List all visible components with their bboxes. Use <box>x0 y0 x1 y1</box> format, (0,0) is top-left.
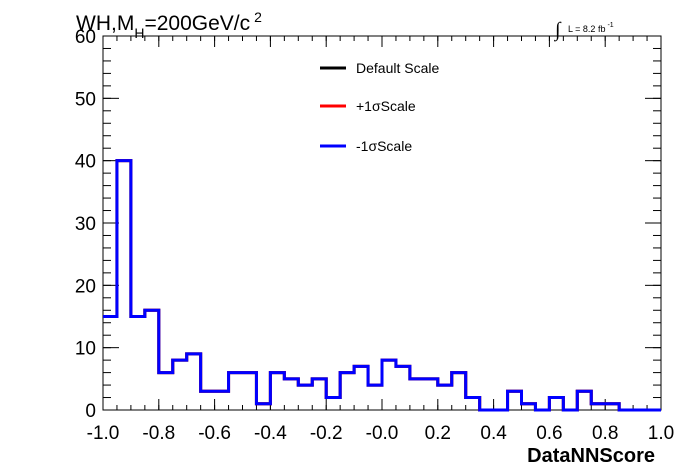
x-tick-label: 1.0 <box>648 423 674 444</box>
y-tick-label: 20 <box>75 276 96 297</box>
x-tick-label: 0.6 <box>536 423 562 444</box>
x-tick-label: 0.8 <box>592 423 618 444</box>
x-tick-label: 0.2 <box>425 423 451 444</box>
y-tick-label: 50 <box>75 89 96 110</box>
legend-label: +1σScale <box>356 98 416 114</box>
x-tick-label: -0.6 <box>198 423 231 444</box>
y-tick-label: 0 <box>85 401 96 422</box>
y-tick-label: 30 <box>75 214 96 235</box>
legend: Default Scale +1σScale -1σScale <box>320 60 439 154</box>
y-tick-labels: 0 10 20 30 40 50 60 <box>75 27 96 422</box>
x-tick-label: 0.4 <box>480 423 507 444</box>
x-tick-label: -1.0 <box>87 423 120 444</box>
x-tick-label: -0.4 <box>254 423 287 444</box>
x-tick-label: -0.8 <box>142 423 175 444</box>
y-tick-label: 10 <box>75 339 96 360</box>
series-lines <box>103 159 661 412</box>
legend-label: Default Scale <box>356 60 439 76</box>
luminosity-label: ∫ L = 8.2 fb -1 <box>553 19 614 42</box>
legend-label: -1σScale <box>356 138 412 154</box>
x-tick-label: -0.0 <box>366 423 399 444</box>
series-line <box>103 159 661 412</box>
y-tick-label: 60 <box>75 27 96 48</box>
x-tick-label: -0.2 <box>310 423 343 444</box>
x-tick-labels: -1.0 -0.8 -0.6 -0.4 -0.2 -0.0 0.2 0.4 0.6 0.8 1.0 <box>87 423 675 444</box>
integral-symbol: ∫ <box>553 19 562 42</box>
axis-ticks <box>102 35 662 411</box>
luminosity-text: L = 8.2 fb -1 <box>568 22 614 34</box>
chart-title: WH,MH=200GeV/c 2 <box>76 9 262 41</box>
y-tick-label: 40 <box>75 152 96 173</box>
x-axis-title: DataNNScore <box>527 445 655 467</box>
